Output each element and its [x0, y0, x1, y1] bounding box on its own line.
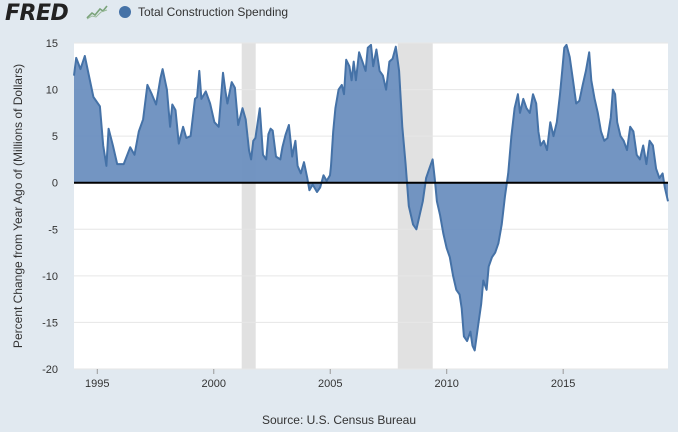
- legend-label[interactable]: Total Construction Spending: [138, 5, 289, 19]
- x-tick-label: 1995: [85, 378, 109, 390]
- y-tick-label: -20: [42, 364, 58, 376]
- source-note: Source: U.S. Census Bureau: [261, 413, 417, 427]
- y-tick-label: -5: [48, 224, 58, 236]
- y-tick-label: 0: [52, 178, 58, 190]
- x-tick-label: 2015: [551, 378, 575, 390]
- y-tick-label: -10: [42, 271, 58, 283]
- y-tick-label: 10: [46, 85, 58, 97]
- legend-marker: [119, 6, 131, 18]
- y-axis-ticks: 15 10 5 0 -5 -10 -15 -20: [42, 38, 58, 376]
- recession-band-1: [241, 43, 256, 369]
- x-tick-label: 2000: [202, 378, 226, 390]
- line-graph-icon: [86, 4, 108, 20]
- x-tick-label: 2005: [318, 378, 342, 390]
- x-tick-label: 2010: [434, 378, 458, 390]
- series-line[interactable]: [73, 43, 669, 352]
- y-tick-label: -15: [42, 317, 58, 329]
- y-axis-label: Percent Change from Year Ago of (Million…: [11, 64, 25, 348]
- fred-logo[interactable]: FRED: [5, 1, 69, 26]
- chart-header: FRED Total Construction Spending: [0, 0, 678, 26]
- series-area[interactable]: [74, 44, 668, 351]
- y-tick-label: 15: [46, 38, 58, 50]
- y-tick-label: 5: [52, 131, 58, 143]
- x-axis-ticks: 1995 2000 2005 2010 2015: [85, 369, 575, 390]
